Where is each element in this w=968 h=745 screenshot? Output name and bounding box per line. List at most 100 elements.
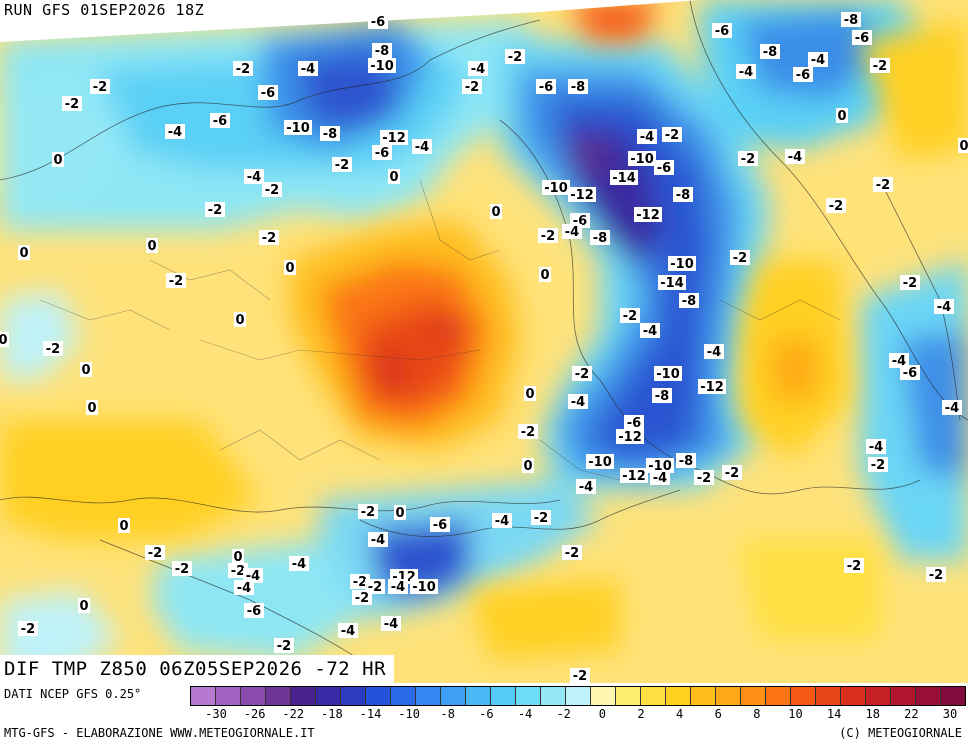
svg-text:-12: -12 [570,188,594,203]
svg-text:-8: -8 [375,44,389,59]
svg-text:-14: -14 [660,276,684,291]
svg-text:-2: -2 [508,50,522,65]
scale-tick-label: -8 [440,707,456,721]
svg-text:-2: -2 [335,158,349,173]
contour-value-label: -8 [676,453,696,469]
svg-text:-4: -4 [707,345,721,360]
svg-text:0: 0 [525,387,534,402]
credit-left: MTG-GFS - ELABORAZIONE WWW.METEOGIORNALE… [4,726,315,740]
contour-value-label: 0 [388,169,400,185]
contour-value-label: 0 [394,505,406,521]
svg-text:-14: -14 [612,171,636,186]
contour-value-label: -4 [298,61,318,77]
contour-value-label: -4 [785,149,805,165]
contour-value-label: -6 [368,14,388,30]
contour-value-label: -2 [900,275,920,291]
svg-text:-4: -4 [811,53,825,68]
color-swatch [941,687,965,705]
contour-value-label: -2 [562,545,582,561]
color-swatch [541,687,566,705]
scale-tick-label: 6 [714,707,722,721]
svg-text:-6: -6 [371,15,385,30]
contour-value-label: -2 [531,510,551,526]
contour-value-label: -2 [844,558,864,574]
color-swatch [216,687,241,705]
scale-tick-label: 18 [865,707,880,721]
svg-text:-6: -6 [375,146,389,161]
contour-value-label: -2 [462,79,482,95]
contour-value-label: -2 [172,561,192,577]
contour-value-label: -4 [640,323,660,339]
svg-text:0: 0 [523,459,532,474]
scale-tick-label: -6 [479,707,494,721]
contour-value-label: -14 [658,275,686,291]
contour-value-label: -12 [634,207,662,223]
contour-value-label: -4 [704,344,724,360]
svg-text:-10: -10 [370,59,394,74]
color-swatch [866,687,891,705]
scale-tick-label: -26 [243,707,266,721]
svg-text:-2: -2 [733,251,747,266]
scale-tick-label: 0 [598,707,606,721]
contour-value-label: -8 [841,12,861,28]
contour-value-label: -6 [712,23,732,39]
svg-text:-4: -4 [571,395,585,410]
svg-text:0: 0 [53,153,62,168]
svg-text:-4: -4 [301,62,315,77]
scale-tick-label: 10 [788,707,803,721]
svg-text:-2: -2 [829,199,843,214]
contour-value-label: -6 [536,79,556,95]
svg-text:-6: -6 [627,416,641,431]
contour-value-label: -4 [866,439,886,455]
contour-value-label: 0 [78,598,90,614]
svg-text:-4: -4 [937,300,951,315]
contour-value-label: -4 [808,52,828,68]
political-borders [39,179,841,481]
scale-tick-label: 2 [637,707,645,721]
color-swatch [616,687,641,705]
svg-text:-8: -8 [682,294,696,309]
svg-text:-2: -2 [565,546,579,561]
contour-value-label: 0 [86,400,98,416]
svg-text:-10: -10 [544,181,568,196]
contour-value-label: 0 [234,312,246,328]
contour-value-label: 0 [18,245,30,261]
svg-text:-6: -6 [855,31,869,46]
svg-text:0: 0 [837,109,846,124]
contour-value-label: -8 [320,126,340,142]
svg-text:-4: -4 [495,514,509,529]
svg-text:-4: -4 [292,557,306,572]
color-swatch [816,687,841,705]
contour-value-label: -14 [610,170,638,186]
svg-text:-2: -2 [231,564,245,579]
svg-text:-8: -8 [593,231,607,246]
contour-value-label: -4 [637,129,657,145]
color-scale-bar [190,686,966,706]
color-swatch [291,687,316,705]
contour-value-label: -4 [289,556,309,572]
contour-value-label: -8 [760,44,780,60]
contour-value-label: -10 [542,180,570,196]
svg-text:-2: -2 [353,575,367,590]
svg-text:-2: -2 [265,183,279,198]
contour-labels: -6 -8-6-8-6-10-2 -8-4 -2-2 -4 -4 -4 -6-2 -2 -6 -8-… [0,12,968,683]
scale-tick-label: -22 [282,707,305,721]
contour-value-label: -2 [43,341,63,357]
contour-value-label: -4 [234,580,254,596]
svg-text:-2: -2 [534,511,548,526]
color-swatch [891,687,916,705]
color-scale-ticks: -30 -26 -22 -18 -14 -10 -8 -6 -4 -2 0 2 4 6 8 10 14 18 22 3… [190,707,966,725]
svg-text:-10: -10 [656,367,680,382]
svg-text:-6: -6 [433,518,447,533]
svg-text:-10: -10 [670,257,694,272]
svg-text:-4: -4 [384,617,398,632]
color-swatch [191,687,216,705]
contour-value-label: -2 [572,366,592,382]
svg-text:-4: -4 [391,580,405,595]
color-swatch [266,687,291,705]
svg-text:0: 0 [79,599,88,614]
color-swatch [516,687,541,705]
svg-text:-2: -2 [871,458,885,473]
scale-tick-label: 14 [826,707,842,721]
color-swatch [766,687,791,705]
